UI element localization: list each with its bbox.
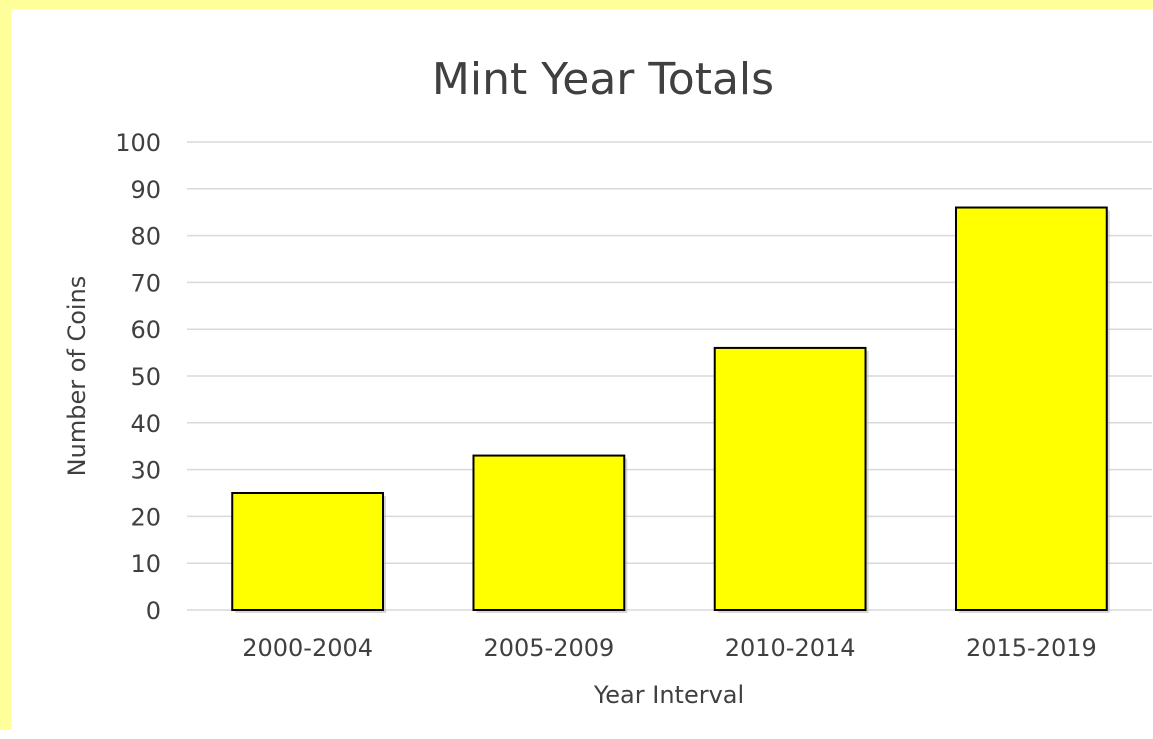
y-tick-label: 10 xyxy=(130,550,161,578)
bar xyxy=(954,206,1108,612)
bar xyxy=(472,454,626,611)
bar xyxy=(231,492,385,611)
y-tick-label: 70 xyxy=(130,269,161,297)
y-tick-label: 100 xyxy=(115,129,161,157)
y-tick-label: 50 xyxy=(130,363,161,391)
y-axis-title: Number of Coins xyxy=(63,276,91,477)
y-axis-ticks: 0 10 20 30 40 50 60 70 80 90 100 xyxy=(115,129,161,625)
y-tick-label: 40 xyxy=(130,410,161,438)
x-tick-label: 2005-2009 xyxy=(483,634,614,662)
bar xyxy=(713,346,867,611)
y-tick-label: 30 xyxy=(130,457,161,485)
chart-title: Mint Year Totals xyxy=(432,54,774,105)
y-tick-label: 20 xyxy=(130,503,161,531)
x-tick-label: 2010-2014 xyxy=(725,634,856,662)
bars xyxy=(231,206,1110,613)
x-tick-label: 2000-2004 xyxy=(242,634,373,662)
y-tick-label: 90 xyxy=(130,176,161,204)
bar-chart: Mint Year Totals 0102030405060708090100 … xyxy=(63,54,1152,709)
x-axis-ticks: 2000-2004 2005-2009 2010-2014 2015-2019 xyxy=(242,634,1097,662)
y-tick-label: 60 xyxy=(130,316,161,344)
y-tick-label: 80 xyxy=(130,223,161,251)
x-tick-label: 2015-2019 xyxy=(966,634,1097,662)
y-tick-label: 0 xyxy=(146,597,161,625)
x-axis-title: Year Interval xyxy=(593,681,744,709)
